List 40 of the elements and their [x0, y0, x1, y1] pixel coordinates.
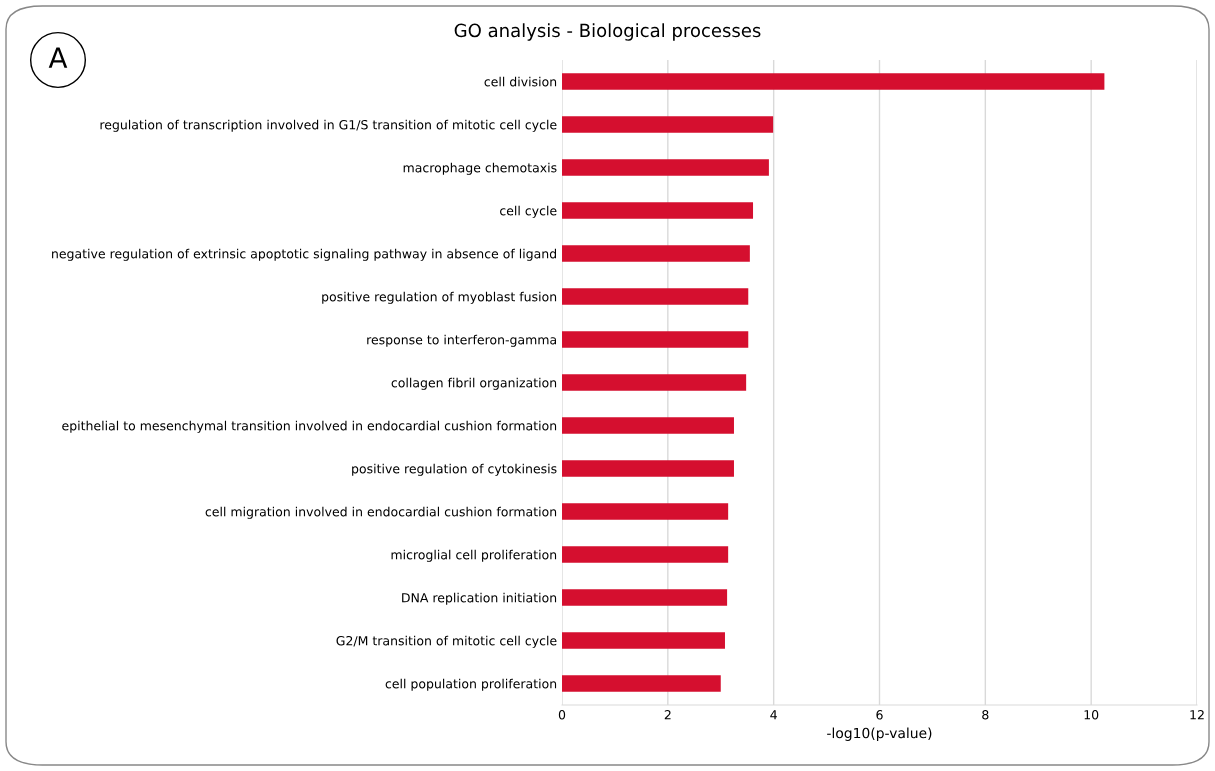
y-tick-label: microglial cell proliferation: [391, 549, 557, 562]
bar: [562, 546, 729, 563]
y-tick-label: cell cycle: [500, 205, 557, 218]
text: A: [48, 47, 68, 68]
bar: [562, 589, 728, 606]
x-tick-label: 2: [664, 710, 671, 720]
y-tick-label: cell division: [484, 76, 557, 87]
y-tick-label: cell population proliferation: [385, 678, 557, 691]
bar: [562, 245, 750, 262]
x-tick-label: 0: [558, 710, 566, 720]
bar: [562, 116, 774, 133]
bar: [562, 460, 734, 477]
y-tick-label: macrophage chemotaxis: [403, 162, 557, 175]
bar: [562, 632, 725, 649]
bar: [562, 202, 754, 219]
y-tick-label: epithelial to mesenchymal transition involved in endocardial cushion formation: [62, 420, 557, 433]
y-tick-label: regulation of transcription involved in G1/S transition of mitotic cell cycle: [100, 119, 557, 132]
y-tick-label: positive regulation of myoblast fusion: [322, 291, 557, 304]
x-tick-label: 10: [1084, 710, 1099, 720]
bar: [562, 331, 749, 348]
x-axis-title: -log10(p-value): [827, 727, 932, 741]
y-tick-label: positive regulation of cytokinesis: [352, 463, 557, 476]
chart-title: GO analysis - Biological processes: [454, 23, 761, 41]
x-tick-label: 4: [770, 710, 777, 720]
x-tick-label: 6: [876, 710, 883, 720]
bar: [562, 675, 721, 692]
y-tick-label: DNA replication initiation: [402, 592, 557, 605]
y-tick-label: cell migration involved in endocardial cushion formation: [205, 506, 557, 519]
y-tick-label: negative regulation of extrinsic apoptotic signaling pathway in absence of ligand: [52, 248, 556, 261]
x-tick-label: 12: [1190, 710, 1204, 720]
bar: [562, 159, 769, 176]
y-tick-label: G2/M transition of mitotic cell cycle: [336, 635, 557, 648]
y-tick-label: response to interferon-gamma: [367, 334, 557, 347]
bar: [562, 374, 747, 391]
bar: [562, 288, 749, 305]
bar: [562, 73, 1105, 90]
bar: [562, 503, 729, 520]
bar: [562, 417, 734, 434]
x-tick-label: 8: [982, 710, 989, 720]
y-tick-label: collagen fibril organization: [391, 377, 557, 390]
